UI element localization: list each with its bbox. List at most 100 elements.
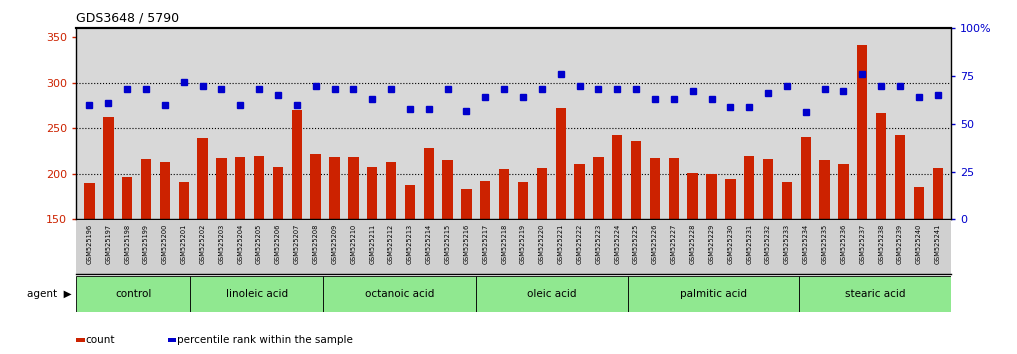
Bar bbox=[668, 158, 679, 354]
Text: GSM525220: GSM525220 bbox=[539, 224, 545, 264]
Text: GSM525238: GSM525238 bbox=[878, 224, 884, 264]
Text: GSM525235: GSM525235 bbox=[822, 224, 828, 264]
Bar bbox=[895, 135, 905, 354]
Text: GSM525198: GSM525198 bbox=[124, 224, 130, 264]
Bar bbox=[235, 157, 245, 354]
Bar bbox=[122, 177, 132, 354]
Bar bbox=[707, 174, 717, 354]
Bar bbox=[476, 276, 627, 312]
Text: GSM525230: GSM525230 bbox=[727, 224, 733, 264]
Text: GSM525227: GSM525227 bbox=[671, 224, 676, 264]
Bar bbox=[744, 156, 755, 354]
Text: GSM525241: GSM525241 bbox=[935, 224, 941, 264]
Text: GSM525218: GSM525218 bbox=[501, 224, 507, 264]
Text: GSM525215: GSM525215 bbox=[444, 224, 451, 264]
Bar bbox=[103, 116, 114, 354]
Bar bbox=[876, 113, 887, 354]
Bar bbox=[140, 159, 152, 354]
Bar bbox=[367, 167, 377, 354]
Text: GSM525205: GSM525205 bbox=[256, 224, 262, 264]
Bar bbox=[254, 156, 264, 354]
Bar bbox=[385, 162, 397, 354]
Text: linoleic acid: linoleic acid bbox=[226, 289, 288, 299]
Text: GSM525197: GSM525197 bbox=[106, 224, 111, 264]
Bar bbox=[782, 182, 792, 354]
Bar bbox=[442, 160, 453, 354]
Bar bbox=[627, 276, 798, 312]
Text: GSM525228: GSM525228 bbox=[690, 224, 696, 264]
Text: palmitic acid: palmitic acid bbox=[679, 289, 746, 299]
Text: GSM525199: GSM525199 bbox=[143, 224, 149, 264]
Bar bbox=[273, 167, 283, 354]
Text: GSM525209: GSM525209 bbox=[332, 224, 338, 264]
Bar bbox=[323, 276, 476, 312]
Text: GSM525236: GSM525236 bbox=[840, 224, 846, 264]
Bar bbox=[593, 157, 604, 354]
Bar bbox=[217, 158, 227, 354]
Bar bbox=[575, 164, 585, 354]
Text: GSM525223: GSM525223 bbox=[595, 224, 601, 264]
Bar bbox=[650, 158, 660, 354]
Text: GSM525202: GSM525202 bbox=[199, 224, 205, 264]
Text: octanoic acid: octanoic acid bbox=[365, 289, 434, 299]
Bar bbox=[480, 181, 490, 354]
Text: control: control bbox=[115, 289, 152, 299]
Text: GSM525217: GSM525217 bbox=[482, 224, 488, 264]
Bar bbox=[763, 159, 773, 354]
Text: percentile rank within the sample: percentile rank within the sample bbox=[177, 335, 353, 345]
Bar bbox=[405, 185, 415, 354]
Text: oleic acid: oleic acid bbox=[527, 289, 577, 299]
Bar bbox=[462, 189, 472, 354]
Text: GSM525219: GSM525219 bbox=[520, 224, 526, 264]
Bar bbox=[160, 162, 170, 354]
Text: GSM525204: GSM525204 bbox=[237, 224, 243, 264]
Bar bbox=[499, 170, 510, 354]
Text: GSM525208: GSM525208 bbox=[312, 224, 318, 264]
Text: GSM525207: GSM525207 bbox=[294, 224, 300, 264]
Text: GSM525224: GSM525224 bbox=[614, 224, 620, 264]
Text: GSM525200: GSM525200 bbox=[162, 224, 168, 264]
Bar bbox=[76, 276, 190, 312]
Text: GSM525196: GSM525196 bbox=[86, 224, 93, 264]
Text: GSM525216: GSM525216 bbox=[464, 224, 470, 264]
Text: GSM525212: GSM525212 bbox=[388, 224, 394, 264]
Text: GSM525221: GSM525221 bbox=[557, 224, 563, 264]
Text: GSM525231: GSM525231 bbox=[746, 224, 753, 264]
Text: GSM525233: GSM525233 bbox=[784, 224, 790, 264]
Bar bbox=[537, 167, 547, 354]
Text: GSM525211: GSM525211 bbox=[369, 224, 375, 264]
Bar bbox=[330, 157, 340, 354]
Bar bbox=[798, 276, 951, 312]
Text: GSM525240: GSM525240 bbox=[916, 224, 921, 264]
Bar bbox=[800, 137, 811, 354]
Text: GSM525214: GSM525214 bbox=[426, 224, 432, 264]
Text: GSM525203: GSM525203 bbox=[219, 224, 225, 264]
Text: GSM525201: GSM525201 bbox=[181, 224, 187, 264]
Bar bbox=[197, 138, 207, 354]
Bar bbox=[687, 173, 698, 354]
Bar bbox=[820, 160, 830, 354]
Bar bbox=[179, 182, 189, 354]
Text: GDS3648 / 5790: GDS3648 / 5790 bbox=[76, 12, 179, 25]
Bar bbox=[913, 187, 924, 354]
Bar bbox=[348, 157, 359, 354]
Bar bbox=[838, 164, 848, 354]
Bar bbox=[518, 182, 528, 354]
Text: GSM525239: GSM525239 bbox=[897, 224, 903, 264]
Bar bbox=[190, 276, 323, 312]
Bar bbox=[857, 45, 868, 354]
Bar bbox=[725, 178, 735, 354]
Text: GSM525232: GSM525232 bbox=[765, 224, 771, 264]
Text: GSM525226: GSM525226 bbox=[652, 224, 658, 264]
Bar bbox=[555, 108, 565, 354]
Text: agent  ▶: agent ▶ bbox=[26, 289, 71, 299]
Text: GSM525229: GSM525229 bbox=[709, 224, 715, 264]
Bar bbox=[310, 154, 320, 354]
Text: GSM525225: GSM525225 bbox=[634, 224, 639, 264]
Text: GSM525210: GSM525210 bbox=[351, 224, 356, 264]
Text: GSM525237: GSM525237 bbox=[859, 224, 865, 264]
Text: GSM525222: GSM525222 bbox=[577, 224, 583, 264]
Bar bbox=[933, 167, 943, 354]
Text: GSM525213: GSM525213 bbox=[407, 224, 413, 264]
Bar bbox=[423, 148, 434, 354]
